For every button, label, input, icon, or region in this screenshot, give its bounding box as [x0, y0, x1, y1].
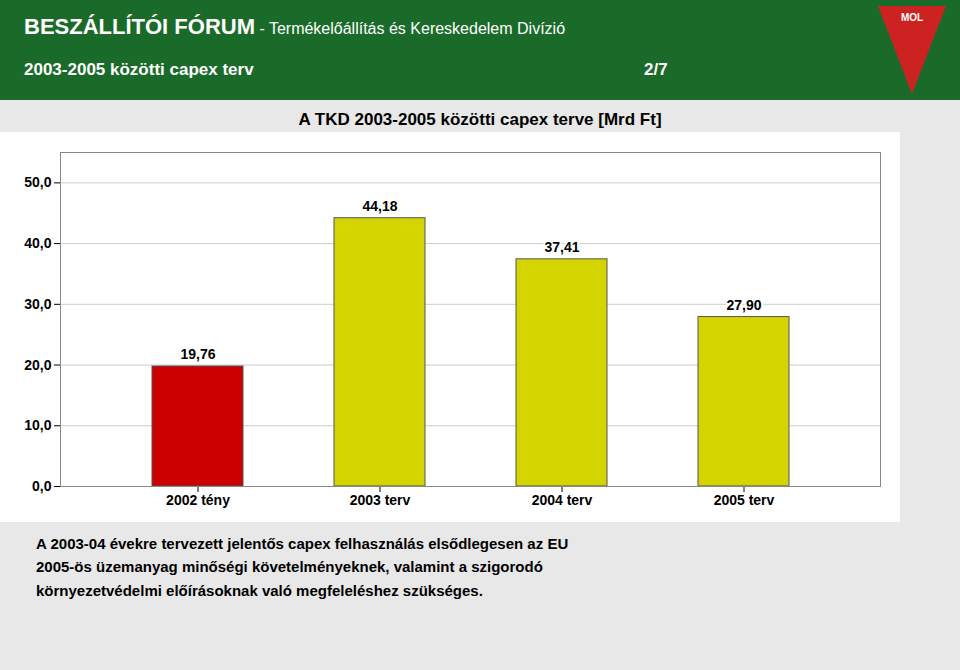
svg-text:2002 tény: 2002 tény: [166, 492, 230, 508]
svg-text:2003 terv: 2003 terv: [350, 492, 411, 508]
html-text:MOL: MOL: [900, 12, 924, 23]
svg-text:40,0: 40,0: [24, 235, 51, 251]
svg-text:0,0: 0,0: [32, 478, 52, 494]
svg-text:2005 terv: 2005 terv: [714, 492, 775, 508]
svg-text:27,90: 27,90: [726, 297, 761, 313]
svg-text:44,18: 44,18: [362, 198, 397, 214]
html-text:BESZÁLLÍTÓI FÓRUM- Termékelőál: BESZÁLLÍTÓI FÓRUM- Termékelőállítás és K…: [24, 14, 565, 39]
svg-text:19,76: 19,76: [180, 346, 215, 362]
svg-text:20,0: 20,0: [24, 357, 51, 373]
svg-text:37,41: 37,41: [544, 239, 579, 255]
html-text:2003-2005 közötti capex terv: 2003-2005 közötti capex terv: [24, 60, 254, 79]
svg-text:50,0: 50,0: [24, 174, 51, 190]
svg-text:10,0: 10,0: [24, 417, 51, 433]
html-text:2/7: 2/7: [644, 60, 668, 79]
html-text:A TKD 2003-2005 közötti capex: A TKD 2003-2005 közötti capex terve [Mrd…: [298, 110, 662, 129]
svg-text:30,0: 30,0: [24, 296, 51, 312]
svg-text:2004 terv: 2004 terv: [532, 492, 593, 508]
html-text:A 2003-04 évekre tervezett jel: A 2003-04 évekre tervezett jelentős cape…: [36, 535, 569, 599]
